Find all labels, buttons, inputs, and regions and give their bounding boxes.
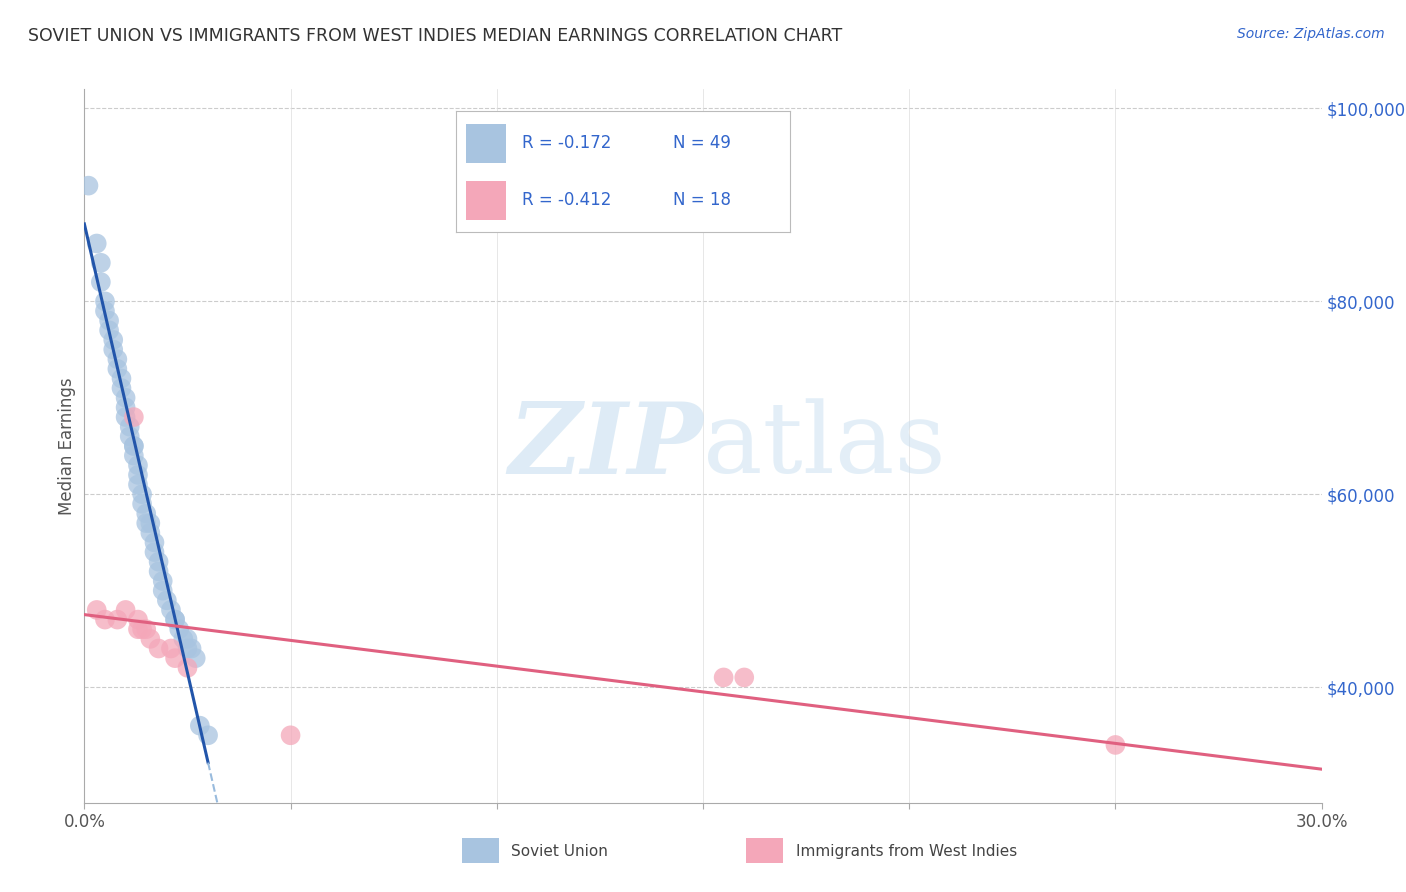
Point: [188, 719, 211, 733]
Point: [143, 535, 166, 549]
Text: Immigrants from West Indies: Immigrants from West Indies: [796, 844, 1017, 859]
Point: [152, 583, 174, 598]
Point: [127, 458, 149, 473]
Point: [98, 313, 121, 327]
Point: [127, 622, 149, 636]
Point: [131, 487, 153, 501]
Point: [280, 728, 302, 742]
Point: [139, 516, 162, 530]
Point: [77, 178, 100, 193]
Point: [135, 622, 157, 636]
Point: [105, 613, 128, 627]
Point: [176, 661, 198, 675]
Point: [127, 477, 149, 491]
Point: [148, 555, 170, 569]
Point: [176, 641, 198, 656]
Point: [176, 632, 198, 646]
Point: [118, 429, 141, 443]
Point: [139, 632, 162, 646]
Point: [167, 622, 190, 636]
Point: [127, 467, 149, 482]
Point: [131, 622, 153, 636]
Point: [122, 439, 145, 453]
Point: [148, 565, 170, 579]
Text: Soviet Union: Soviet Union: [512, 844, 609, 859]
Point: [135, 516, 157, 530]
Point: [114, 391, 136, 405]
Point: [98, 323, 121, 337]
Point: [110, 381, 132, 395]
Point: [152, 574, 174, 588]
Point: [110, 371, 132, 385]
Point: [105, 362, 128, 376]
Point: [86, 236, 108, 251]
Bar: [747, 838, 783, 863]
Point: [122, 449, 145, 463]
Y-axis label: Median Earnings: Median Earnings: [58, 377, 76, 515]
Point: [90, 256, 112, 270]
Point: [131, 497, 153, 511]
Text: ZIP: ZIP: [508, 398, 703, 494]
Point: [114, 410, 136, 425]
Point: [156, 593, 179, 607]
Point: [122, 439, 145, 453]
Point: [105, 352, 128, 367]
Point: [135, 507, 157, 521]
Point: [86, 603, 108, 617]
Point: [733, 670, 755, 684]
Point: [180, 641, 202, 656]
Point: [94, 613, 117, 627]
Point: [103, 343, 125, 357]
Text: Source: ZipAtlas.com: Source: ZipAtlas.com: [1237, 27, 1385, 41]
Point: [165, 613, 187, 627]
Text: SOVIET UNION VS IMMIGRANTS FROM WEST INDIES MEDIAN EARNINGS CORRELATION CHART: SOVIET UNION VS IMMIGRANTS FROM WEST IND…: [28, 27, 842, 45]
Point: [139, 525, 162, 540]
Point: [94, 294, 117, 309]
Point: [160, 603, 183, 617]
Point: [165, 651, 187, 665]
Point: [172, 632, 194, 646]
Point: [127, 613, 149, 627]
Point: [143, 545, 166, 559]
Point: [148, 641, 170, 656]
Point: [197, 728, 219, 742]
Point: [1104, 738, 1126, 752]
Point: [160, 641, 183, 656]
Bar: [461, 838, 499, 863]
Point: [103, 333, 125, 347]
Point: [713, 670, 735, 684]
Point: [94, 304, 117, 318]
Point: [114, 603, 136, 617]
Point: [90, 275, 112, 289]
Text: atlas: atlas: [703, 398, 946, 494]
Point: [184, 651, 207, 665]
Point: [114, 401, 136, 415]
Point: [122, 410, 145, 425]
Point: [118, 419, 141, 434]
Point: [165, 613, 187, 627]
